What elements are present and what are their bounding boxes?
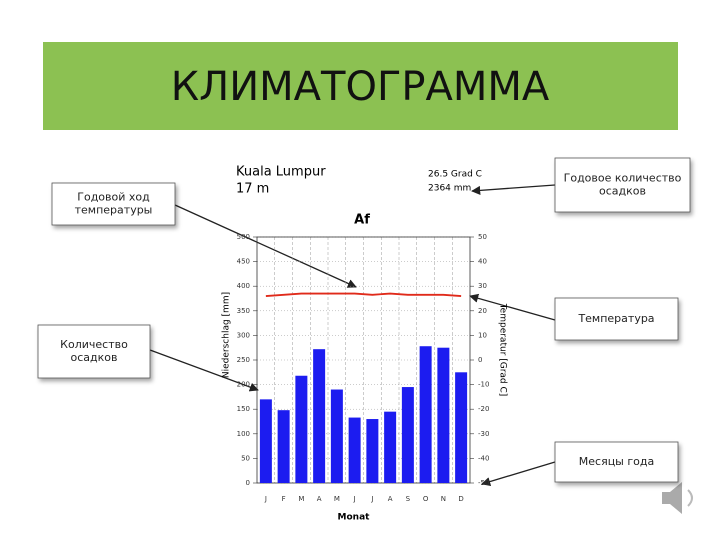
x-tick-label: J	[370, 495, 373, 503]
y-tick-label: 250	[237, 356, 250, 364]
x-tick-label: J	[264, 495, 267, 503]
x-tick-label: A	[317, 495, 322, 503]
x-tick-label: O	[423, 495, 429, 503]
x-tick-label: M	[298, 495, 304, 503]
y-tick-label: 200	[237, 381, 250, 389]
callout-text: Температура	[577, 312, 654, 325]
bar	[277, 410, 290, 483]
callout-text: Годовой ход	[77, 191, 150, 204]
annotation: Af	[354, 213, 370, 228]
callout-text: Количество	[60, 338, 128, 351]
callout-box	[37, 324, 151, 379]
bar	[366, 419, 379, 483]
y-tick-label: 500	[237, 233, 250, 241]
bar	[330, 389, 343, 483]
bar	[295, 375, 308, 483]
x-tick-label: J	[353, 495, 356, 503]
y-tick-label: 150	[237, 405, 250, 413]
arrows	[149, 184, 556, 486]
y2-tick-label: -30	[478, 430, 489, 438]
y2-tick-label: 40	[478, 258, 487, 266]
temperature-line	[265, 292, 462, 297]
y-tick-label: 100	[237, 430, 250, 438]
callout-box	[554, 441, 679, 483]
bar	[455, 372, 468, 483]
x-tick-label: S	[406, 495, 411, 503]
y-axis-label: Niederschlag [mm]	[222, 292, 232, 378]
callout-text: осадков	[71, 351, 118, 364]
slide-title: КЛИМАТОГРАММА	[171, 64, 550, 110]
bar	[384, 411, 397, 483]
y2-tick-label: -20	[478, 405, 489, 413]
chart-title: Kuala Lumpur	[236, 165, 326, 180]
y2-tick-label: 20	[478, 307, 487, 315]
chart-subtitle: 17 m	[236, 182, 269, 197]
bar	[348, 417, 361, 483]
bar	[419, 346, 432, 483]
y-tick-label: 0	[246, 479, 250, 487]
speaker-icon	[662, 482, 693, 514]
y2-tick-label: 0	[478, 356, 482, 364]
callout-box	[51, 182, 176, 226]
callout-text: Годовое количество	[564, 172, 682, 185]
y-tick-label: 400	[237, 282, 250, 290]
x-tick-label: F	[282, 495, 286, 503]
y2-tick-label: 10	[478, 331, 487, 339]
callout-box	[554, 297, 679, 341]
title-banner	[43, 42, 678, 130]
bar	[313, 349, 326, 483]
y2-tick-label: -40	[478, 454, 489, 462]
y2-tick-label: 50	[478, 233, 487, 241]
bar	[437, 347, 450, 483]
bar	[259, 399, 272, 483]
x-tick-label: D	[458, 495, 463, 503]
y-tick-label: 450	[237, 258, 250, 266]
y2-tick-label: 30	[478, 282, 487, 290]
plot-frame	[256, 236, 471, 484]
callout-text: Месяцы года	[579, 455, 654, 468]
bar	[401, 387, 414, 483]
x-axis-label: Monat	[338, 513, 371, 523]
callout-text: температуры	[75, 204, 153, 217]
callout-box	[554, 157, 691, 213]
y2-axis-label: Temperatur [Grad C]	[498, 303, 508, 397]
y-tick-label: 50	[241, 454, 250, 462]
annotation: 2364 mm	[428, 184, 471, 194]
callout-text: осадков	[599, 185, 646, 198]
annotation: 26.5 Grad C	[428, 170, 482, 180]
y-tick-label: 350	[237, 307, 250, 315]
x-tick-label: N	[441, 495, 446, 503]
y-tick-label: 300	[237, 331, 250, 339]
x-tick-label: M	[334, 495, 340, 503]
y2-tick-label: -50	[478, 479, 489, 487]
x-tick-label: A	[388, 495, 393, 503]
y2-tick-label: -10	[478, 381, 489, 389]
